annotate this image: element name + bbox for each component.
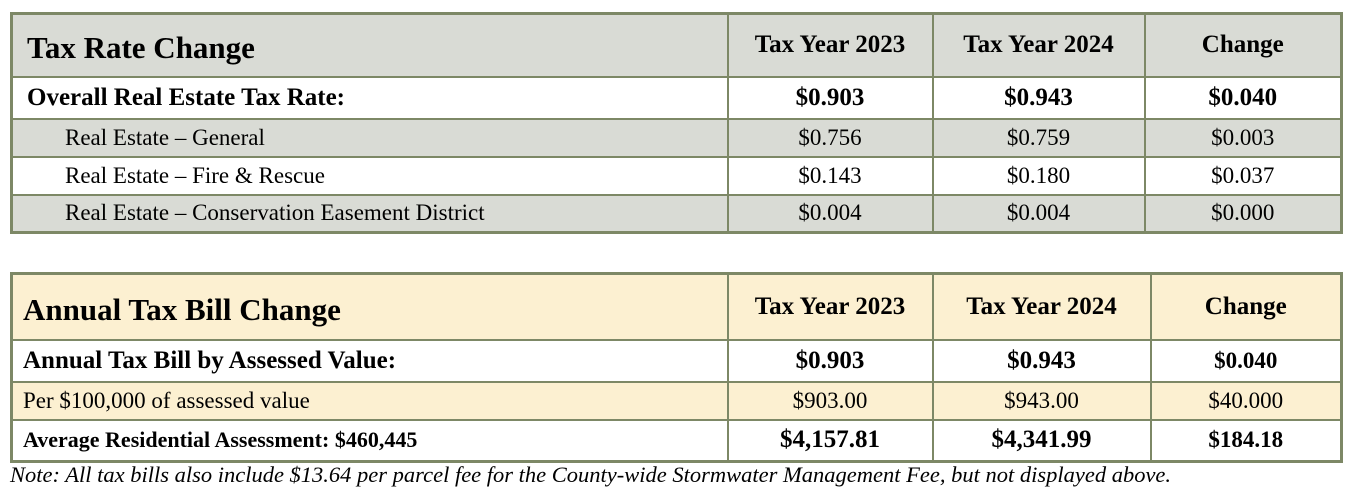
- cell-2023: $0.903: [726, 75, 934, 120]
- cell-2023: $4,157.81: [726, 418, 934, 463]
- table-row-general: Real Estate – General $0.756 $0.759 $0.0…: [10, 117, 1343, 158]
- column-header-2023: Tax Year 2023: [726, 272, 934, 341]
- column-header-2024: Tax Year 2024: [931, 272, 1152, 341]
- row-label: Average Residential Assessment: $460,445: [10, 418, 729, 463]
- row-label: Real Estate – General: [10, 117, 729, 158]
- annual-tax-bill-change-table: Annual Tax Bill Change Tax Year 2023 Tax…: [10, 272, 1343, 463]
- table-header-row: Annual Tax Bill Change Tax Year 2023 Tax…: [10, 272, 1343, 341]
- table-title: Tax Rate Change: [10, 12, 729, 78]
- row-label: Per $100,000 of assessed value: [10, 380, 729, 421]
- tax-rate-change-table: Tax Rate Change Tax Year 2023 Tax Year 2…: [10, 12, 1343, 234]
- column-header-2023: Tax Year 2023: [726, 12, 934, 78]
- table-row-average-assessment: Average Residential Assessment: $460,445…: [10, 418, 1343, 463]
- table-row-fire-rescue: Real Estate – Fire & Rescue $0.143 $0.18…: [10, 155, 1343, 196]
- row-label: Overall Real Estate Tax Rate:: [10, 75, 729, 120]
- cell-2024: $0.943: [931, 338, 1152, 383]
- cell-2023: $0.756: [726, 117, 934, 158]
- row-label: Real Estate – Conservation Easement Dist…: [10, 193, 729, 234]
- row-label: Real Estate – Fire & Rescue: [10, 155, 729, 196]
- cell-change: $0.037: [1143, 155, 1343, 196]
- column-header-change: Change: [1143, 12, 1343, 78]
- cell-2024: $0.759: [931, 117, 1146, 158]
- cell-change: $0.040: [1143, 75, 1343, 120]
- cell-2023: $903.00: [726, 380, 934, 421]
- table-row-overall-rate: Overall Real Estate Tax Rate: $0.903 $0.…: [10, 75, 1343, 120]
- table-row-conservation: Real Estate – Conservation Easement Dist…: [10, 193, 1343, 234]
- cell-2023: $0.004: [726, 193, 934, 234]
- cell-2024: $0.180: [931, 155, 1146, 196]
- table-row-per-100k: Per $100,000 of assessed value $903.00 $…: [10, 380, 1343, 421]
- cell-change: $0.040: [1149, 338, 1343, 383]
- column-header-2024: Tax Year 2024: [931, 12, 1146, 78]
- footnote: Note: All tax bills also include $13.64 …: [10, 462, 1172, 487]
- column-header-change: Change: [1149, 272, 1343, 341]
- cell-change: $40.000: [1149, 380, 1343, 421]
- table-title: Annual Tax Bill Change: [10, 272, 729, 341]
- table-row-bill-by-value: Annual Tax Bill by Assessed Value: $0.90…: [10, 338, 1343, 383]
- table-header-row: Tax Rate Change Tax Year 2023 Tax Year 2…: [10, 12, 1343, 78]
- cell-2024: $4,341.99: [931, 418, 1152, 463]
- row-label: Annual Tax Bill by Assessed Value:: [10, 338, 729, 383]
- cell-2023: $0.903: [726, 338, 934, 383]
- cell-change: $0.003: [1143, 117, 1343, 158]
- cell-2024: $943.00: [931, 380, 1152, 421]
- cell-2023: $0.143: [726, 155, 934, 196]
- cell-2024: $0.004: [931, 193, 1146, 234]
- cell-change: $184.18: [1149, 418, 1343, 463]
- cell-change: $0.000: [1143, 193, 1343, 234]
- cell-2024: $0.943: [931, 75, 1146, 120]
